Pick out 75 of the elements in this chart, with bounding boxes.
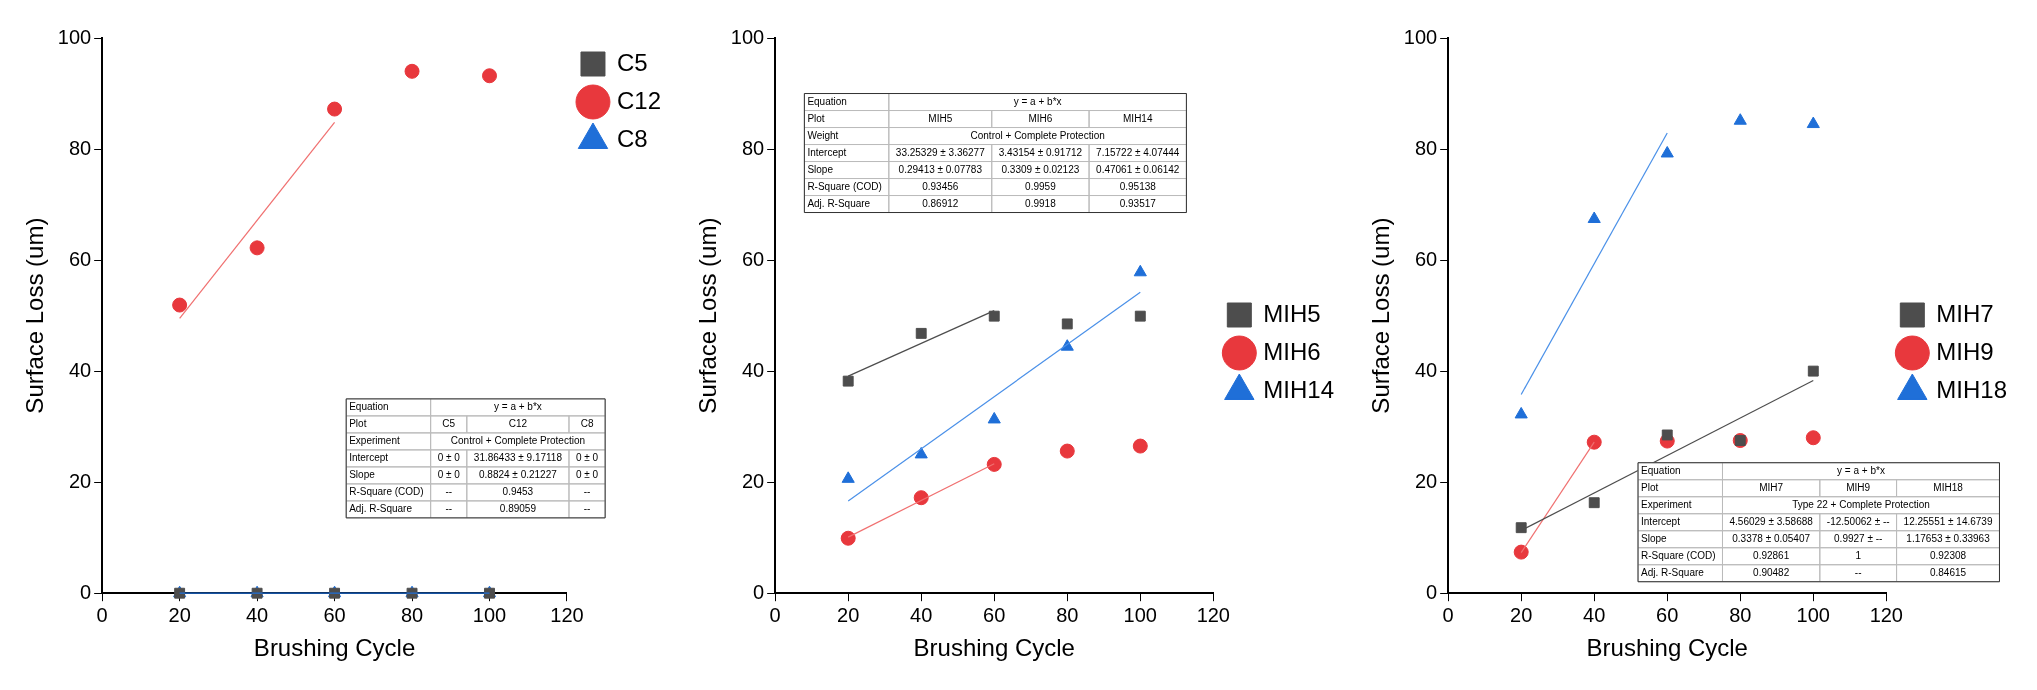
x-tick-label: 80 bbox=[1056, 603, 1079, 626]
text: Intercept 33.25329 ± 3.36277 3.43154 ± 0.91712 7.15722 ± 4.07444 bbox=[807, 146, 1180, 158]
text: Plot MIH7 MIH9 MIH18 bbox=[1641, 481, 1963, 493]
legend-label: MIH6 bbox=[1263, 337, 1321, 365]
text: Intercept 0 ± 0 31.86433 ± 9.17118 0 ± 0 bbox=[349, 452, 599, 464]
y-tick-label: 40 bbox=[68, 358, 92, 381]
y-tick-label: 60 bbox=[741, 247, 765, 270]
x-tick-label: 120 bbox=[1869, 603, 1903, 626]
y-tick-label: 80 bbox=[1414, 136, 1438, 159]
x-tick-label: 60 bbox=[323, 603, 346, 626]
x-tick-label: 100 bbox=[472, 603, 507, 626]
x-axis-title: Brushing Cycle bbox=[1586, 634, 1748, 662]
text: Adj. R-Square -- 0.89059 -- bbox=[349, 503, 591, 515]
x-tick-label: 80 bbox=[400, 603, 424, 626]
text: Plot C5 C12 C8 bbox=[349, 418, 594, 430]
legend-label: MIH7 bbox=[1936, 299, 1994, 327]
x-axis-title: Brushing Cycle bbox=[253, 634, 416, 662]
legend-label: C8 bbox=[616, 124, 648, 152]
text: Plot MIH5 MIH6 MIH14 bbox=[807, 112, 1153, 124]
text: Weight Control + Complete Protection bbox=[807, 129, 1105, 141]
x-tick-label: 100 bbox=[1123, 603, 1157, 626]
legend-label: C5 bbox=[616, 48, 648, 76]
legend-label: MIH5 bbox=[1263, 299, 1321, 327]
y-tick-label: 80 bbox=[68, 136, 92, 159]
x-tick-label: 20 bbox=[168, 603, 191, 626]
x-tick-label: 40 bbox=[1583, 603, 1606, 626]
y-tick-label: 20 bbox=[1414, 469, 1438, 492]
x-tick-label: 60 bbox=[983, 603, 1006, 626]
y-tick-label: 0 bbox=[753, 580, 765, 603]
legend-label: MIH9 bbox=[1936, 337, 1994, 365]
legend-label: MIH14 bbox=[1263, 375, 1334, 403]
text: R-Square (COD) 0.93456 0.9959 0.95138 bbox=[807, 180, 1156, 192]
text: Adj. R-Square 0.86912 0.9918 0.93517 bbox=[807, 197, 1156, 209]
text: Equation y = a + b*x bbox=[807, 95, 1062, 107]
y-tick-label: 0 bbox=[80, 580, 92, 603]
y-tick-label: 100 bbox=[730, 25, 765, 48]
x-tick-label: 120 bbox=[550, 603, 584, 626]
x-tick-label: 0 bbox=[96, 603, 108, 626]
y-tick-label: 100 bbox=[57, 25, 92, 48]
text: Slope 0 ± 0 0.8824 ± 0.21227 0 ± 0 bbox=[349, 469, 599, 481]
text: Intercept 4.56029 ± 3.58688 -12.50062 ± -- 12.25551 ± 14.6739 bbox=[1641, 515, 1993, 527]
y-tick-label: 0 bbox=[1426, 580, 1438, 603]
x-axis-title: Brushing Cycle bbox=[913, 634, 1075, 662]
x-tick-label: 80 bbox=[1729, 603, 1752, 626]
text: Equation y = a + b*x bbox=[1641, 464, 1885, 476]
y-tick-label: 20 bbox=[68, 469, 92, 492]
text: Experiment Type 22 + Complete Protection bbox=[1641, 498, 1930, 510]
x-tick-label: 0 bbox=[1442, 603, 1454, 626]
x-tick-label: 60 bbox=[1656, 603, 1679, 626]
legend-label: C12 bbox=[616, 86, 661, 114]
y-tick-label: 100 bbox=[1403, 25, 1438, 48]
x-tick-label: 100 bbox=[1796, 603, 1830, 626]
text: Equation y = a + b*x bbox=[349, 401, 542, 413]
y-axis-title: Surface Loss (um) bbox=[21, 217, 49, 414]
x-tick-label: 40 bbox=[245, 603, 269, 626]
x-tick-label: 0 bbox=[769, 603, 781, 626]
text: R-Square (COD) 0.92861 1 0.92308 bbox=[1641, 549, 1967, 561]
x-tick-label: 40 bbox=[910, 603, 933, 626]
y-tick-label: 40 bbox=[1414, 358, 1438, 381]
text: R-Square (COD) -- 0.9453 -- bbox=[349, 486, 591, 498]
x-tick-label: 20 bbox=[1510, 603, 1533, 626]
text: Adj. R-Square 0.90482 -- 0.84615 bbox=[1641, 566, 1967, 578]
y-tick-label: 60 bbox=[68, 247, 92, 270]
y-tick-label: 40 bbox=[741, 358, 765, 381]
text: Slope 0.3378 ± 0.05407 0.9927 ± -- 1.17653 ± 0.33963 bbox=[1641, 532, 1990, 544]
text: Slope 0.29413 ± 0.07783 0.3309 ± 0.02123 0.47061 ± 0.06142 bbox=[807, 163, 1180, 175]
legend-label: MIH18 bbox=[1936, 375, 2007, 403]
x-tick-label: 20 bbox=[837, 603, 860, 626]
y-tick-label: 20 bbox=[741, 469, 765, 492]
y-axis-title: Surface Loss (um) bbox=[1367, 217, 1395, 414]
y-axis-title: Surface Loss (um) bbox=[694, 217, 722, 414]
x-tick-label: 120 bbox=[1196, 603, 1230, 626]
y-tick-label: 60 bbox=[1414, 247, 1438, 270]
text: Experiment Control + Complete Protection bbox=[349, 435, 586, 447]
y-tick-label: 80 bbox=[741, 136, 765, 159]
